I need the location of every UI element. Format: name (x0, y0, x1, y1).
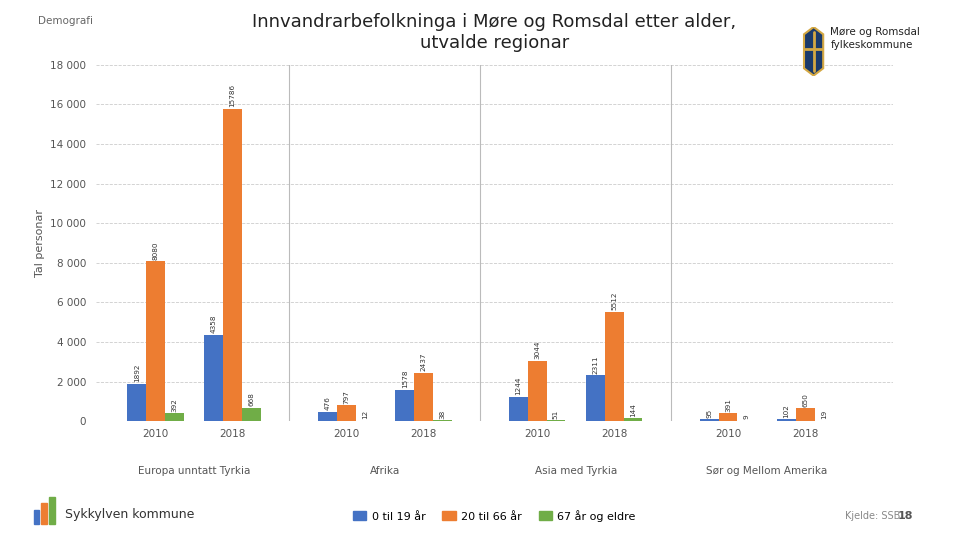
Text: 1244: 1244 (516, 376, 521, 395)
Text: Demografi: Demografi (38, 16, 93, 26)
Text: 2311: 2311 (592, 355, 599, 374)
Bar (396, 390, 414, 421)
Bar (146, 261, 165, 421)
Text: 19: 19 (821, 410, 827, 419)
Text: 2437: 2437 (420, 353, 426, 372)
Text: 391: 391 (725, 398, 731, 412)
Bar (165, 414, 183, 421)
Legend: 0 til 19 år, 20 til 66 år, 67 år og eldre: 0 til 19 år, 20 til 66 år, 67 år og eldr… (348, 505, 640, 526)
Text: Sykkylven kommune: Sykkylven kommune (65, 508, 195, 521)
Bar (204, 335, 224, 421)
Text: Sør og Mellom Amerika: Sør og Mellom Amerika (706, 465, 828, 476)
Text: 38: 38 (440, 410, 445, 419)
Bar (528, 361, 546, 421)
Bar (509, 396, 528, 421)
Text: 102: 102 (783, 404, 789, 417)
Text: 51: 51 (553, 409, 559, 418)
Bar (318, 412, 337, 421)
Text: 95: 95 (707, 408, 712, 418)
Bar (587, 375, 605, 421)
Text: 650: 650 (803, 393, 808, 407)
Text: 4358: 4358 (211, 315, 217, 333)
Bar (700, 420, 719, 421)
Bar (224, 109, 242, 421)
Text: Afrika: Afrika (370, 465, 400, 476)
Text: 8080: 8080 (153, 241, 158, 260)
Text: 15786: 15786 (229, 84, 235, 107)
Bar (337, 406, 356, 421)
Bar (128, 384, 146, 421)
Text: 1892: 1892 (133, 363, 139, 382)
Title: Innvandrarbefolkninga i Møre og Romsdal etter alder,
utvalde regionar: Innvandrarbefolkninga i Møre og Romsdal … (252, 14, 736, 52)
Text: 12: 12 (362, 410, 368, 420)
Bar (546, 420, 565, 421)
Bar (796, 408, 815, 421)
Bar (414, 373, 433, 421)
Text: 668: 668 (249, 393, 254, 407)
Text: 3044: 3044 (534, 341, 540, 359)
Text: 144: 144 (630, 403, 636, 417)
Text: 476: 476 (324, 396, 330, 410)
Text: 392: 392 (171, 398, 178, 412)
Polygon shape (804, 27, 824, 76)
Text: 18: 18 (898, 511, 913, 521)
Text: 5512: 5512 (612, 292, 617, 310)
Text: Europa unntatt Tyrkia: Europa unntatt Tyrkia (138, 465, 251, 476)
Text: Møre og Romsdal
fylkeskommune: Møre og Romsdal fylkeskommune (830, 27, 921, 50)
Bar (242, 408, 261, 421)
Y-axis label: Tal personar: Tal personar (35, 209, 45, 277)
Text: Asia med Tyrkia: Asia med Tyrkia (535, 465, 617, 476)
Text: 797: 797 (344, 390, 349, 404)
Text: Kjelde: SSB: Kjelde: SSB (845, 511, 900, 521)
Text: 1578: 1578 (401, 370, 408, 388)
Bar (624, 418, 642, 421)
Text: 9: 9 (744, 415, 750, 420)
Bar (777, 419, 796, 421)
Bar (719, 414, 737, 421)
Bar (605, 312, 624, 421)
